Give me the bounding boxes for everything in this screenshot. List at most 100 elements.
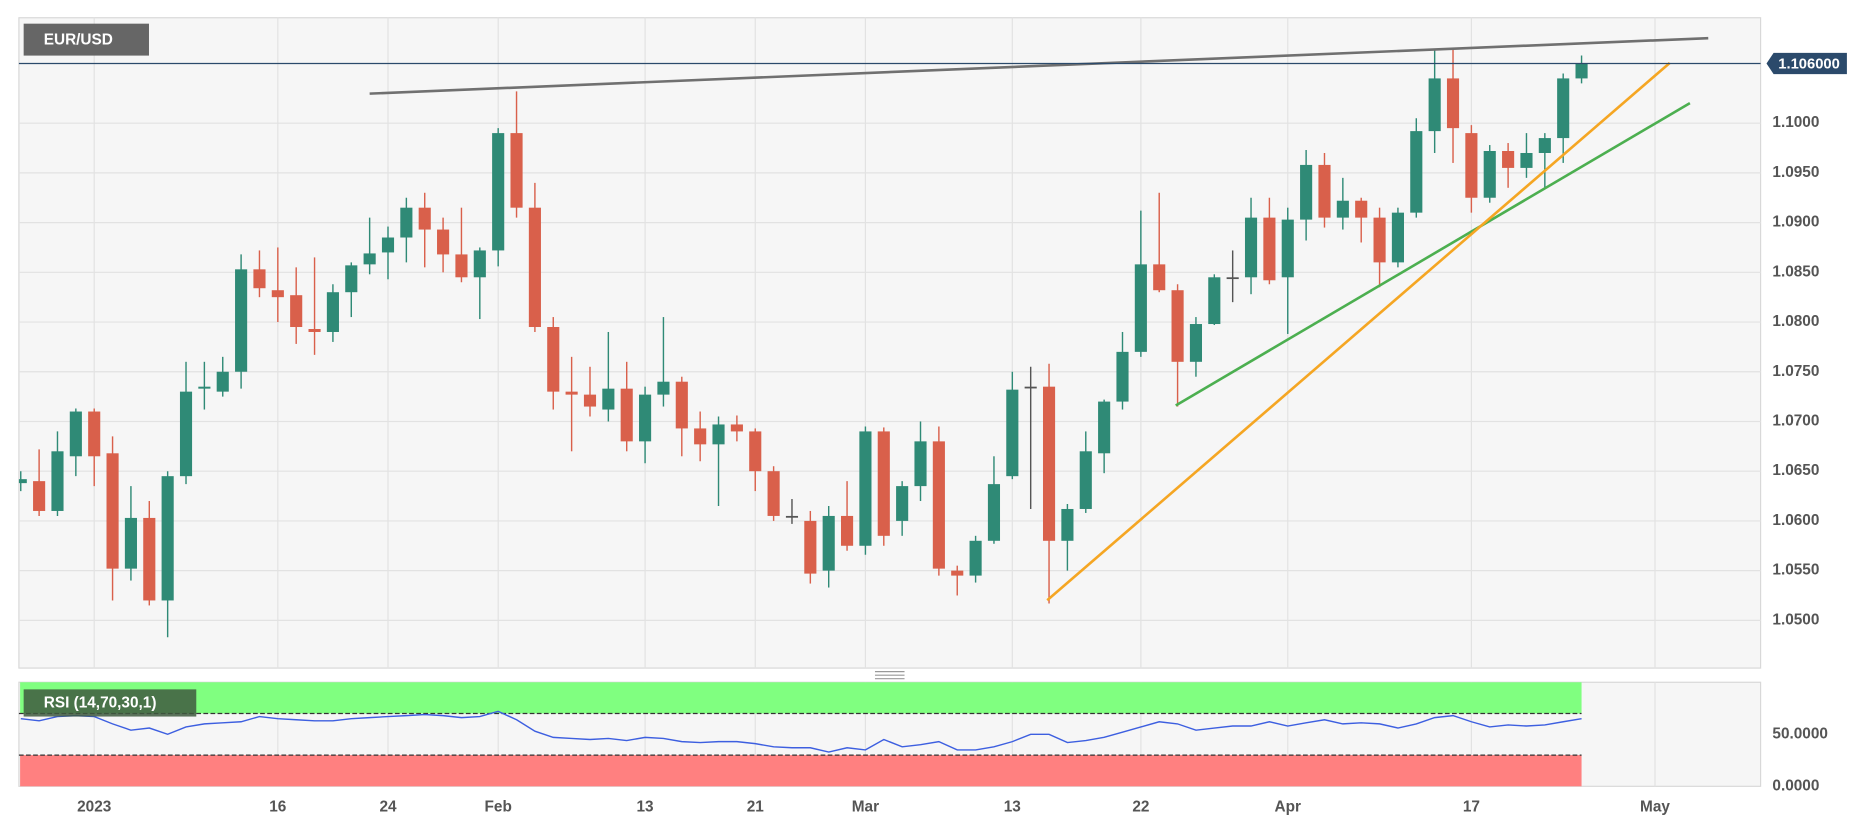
candle-body xyxy=(51,451,64,511)
candle-body xyxy=(932,441,945,569)
candle-body xyxy=(914,441,927,487)
drawings xyxy=(18,36,1761,602)
candle-body xyxy=(1557,78,1570,139)
x-tick-label: Feb xyxy=(485,799,512,816)
candles xyxy=(18,47,1588,638)
candle-body xyxy=(767,471,780,516)
last-price-label: 1.106000 xyxy=(1778,57,1840,73)
x-tick-label: 16 xyxy=(269,799,286,816)
x-tick-label: 24 xyxy=(379,799,397,816)
rsi-title: RSI (14,70,30,1) xyxy=(44,695,157,712)
candle-body xyxy=(528,207,541,328)
candle-body xyxy=(308,328,321,332)
candle-body xyxy=(198,386,211,389)
candle-body xyxy=(381,237,395,253)
x-tick-label: 17 xyxy=(1463,799,1480,816)
rsi-line xyxy=(20,710,1582,753)
rsi-badge xyxy=(23,689,197,717)
candle-body xyxy=(106,453,119,569)
candle-body xyxy=(473,250,486,278)
candle-body xyxy=(1483,151,1496,198)
x-tick-label: 22 xyxy=(1132,799,1149,816)
candle-body xyxy=(235,269,248,372)
y-tick-label: 1.0550 xyxy=(1772,562,1819,579)
candle-body xyxy=(161,476,174,601)
overbought-band xyxy=(20,682,1582,714)
candle-body xyxy=(730,424,743,432)
candle-body xyxy=(510,133,523,208)
y-tick-label: 1.0650 xyxy=(1772,462,1819,479)
candle-body xyxy=(639,394,652,442)
candle-body xyxy=(877,431,890,536)
grid xyxy=(18,17,1761,787)
candle-body xyxy=(1134,264,1147,352)
panel-resize-handle[interactable] xyxy=(874,671,905,680)
candle-body xyxy=(88,411,101,457)
candle-body xyxy=(1153,264,1166,291)
candle-body xyxy=(1318,164,1331,218)
candle-body xyxy=(492,133,505,251)
candle-body xyxy=(1465,133,1478,198)
candle-body xyxy=(326,292,339,332)
y-tick-label: 1.0950 xyxy=(1772,164,1819,181)
candle-body xyxy=(785,515,799,518)
y-tick-label: 1.0600 xyxy=(1772,512,1819,529)
symbol-badge xyxy=(23,23,149,56)
trend-line xyxy=(1175,101,1691,407)
y-tick-label: 1.0850 xyxy=(1772,263,1819,280)
candle-body xyxy=(1024,386,1037,389)
y-tick-label: 1.0750 xyxy=(1772,363,1819,380)
trend-line xyxy=(1046,62,1671,602)
candle-body xyxy=(1189,324,1203,362)
rsi-tick-label: 0.0000 xyxy=(1772,777,1819,794)
x-tick-label: 13 xyxy=(1004,799,1021,816)
candle-body xyxy=(271,290,284,298)
y-tick-label: 1.0700 xyxy=(1772,413,1819,430)
candle-body xyxy=(1042,386,1056,541)
candle-body xyxy=(363,253,376,265)
candle-body xyxy=(253,269,266,289)
candle-body xyxy=(1244,217,1258,278)
candle-body xyxy=(1281,219,1294,278)
candle-body xyxy=(547,327,560,392)
candle-body xyxy=(18,479,27,484)
candle-body xyxy=(400,207,413,238)
symbol-title: EUR/USD xyxy=(44,31,113,48)
candle-body xyxy=(1098,401,1111,454)
candle-body xyxy=(418,207,431,230)
candle-body xyxy=(620,388,633,442)
candle-body xyxy=(1538,138,1551,153)
candle-body xyxy=(69,411,82,457)
x-tick-label: 21 xyxy=(747,799,765,816)
candle-body xyxy=(1208,277,1221,325)
candle-body xyxy=(1502,151,1515,168)
candle-body xyxy=(437,229,450,255)
x-tick-label: Apr xyxy=(1275,799,1301,816)
candle-body xyxy=(1336,200,1349,218)
candle-body xyxy=(694,428,707,445)
candle-body xyxy=(143,517,156,601)
candle-body xyxy=(1171,290,1184,362)
candle-body xyxy=(1446,78,1460,129)
candle-body xyxy=(1410,131,1423,213)
y-tick-label: 1.0800 xyxy=(1772,313,1819,330)
candle-body xyxy=(124,517,137,569)
x-tick-label: 13 xyxy=(637,799,654,816)
candle-body xyxy=(804,520,817,574)
rsi-tick-label: 50.0000 xyxy=(1772,725,1828,742)
x-tick-label: Mar xyxy=(852,799,879,816)
candle-body xyxy=(1226,277,1239,280)
candle-body xyxy=(969,540,982,576)
candle-body xyxy=(1116,351,1129,402)
candle-body xyxy=(1263,217,1276,281)
candle-body xyxy=(1575,63,1588,79)
candle-body xyxy=(1079,451,1092,509)
candle-body xyxy=(1391,212,1404,263)
candle-body xyxy=(179,391,193,477)
candle-body xyxy=(675,381,688,429)
candle-body xyxy=(565,391,578,395)
candle-body xyxy=(822,515,835,571)
candle-body xyxy=(1428,78,1441,132)
